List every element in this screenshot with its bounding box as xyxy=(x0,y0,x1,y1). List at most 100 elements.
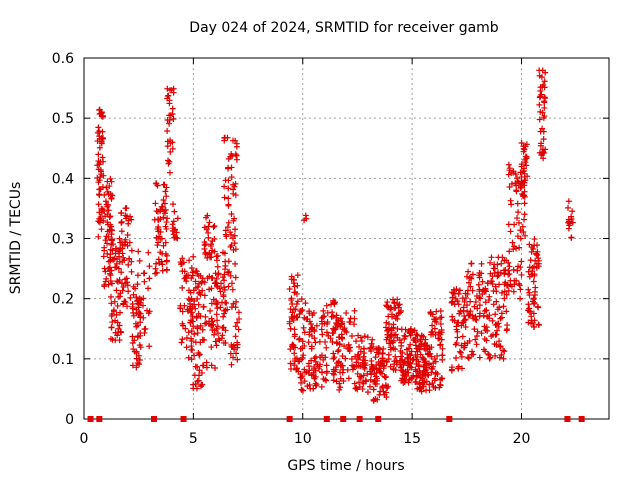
data-point xyxy=(217,288,224,295)
data-point xyxy=(506,263,513,270)
data-point xyxy=(295,368,302,375)
data-point xyxy=(303,368,310,375)
data-point xyxy=(129,333,136,340)
data-point xyxy=(341,325,348,332)
data-point xyxy=(105,221,112,228)
data-point xyxy=(170,116,177,123)
data-point xyxy=(186,306,193,313)
data-point xyxy=(435,335,442,342)
data-point xyxy=(312,339,319,346)
data-point xyxy=(475,281,482,288)
data-point xyxy=(509,239,516,246)
data-point xyxy=(331,299,338,306)
data-point xyxy=(476,288,483,295)
data-point xyxy=(208,344,215,351)
data-point xyxy=(234,319,241,326)
data-point xyxy=(315,365,322,372)
data-point xyxy=(569,208,576,215)
data-point xyxy=(309,312,316,319)
data-point xyxy=(108,324,115,331)
data-point xyxy=(526,241,533,248)
data-point xyxy=(225,219,232,226)
data-point xyxy=(179,255,186,262)
data-point xyxy=(120,254,127,261)
data-point xyxy=(510,246,517,253)
data-point xyxy=(118,218,125,225)
data-point xyxy=(125,261,132,268)
data-point xyxy=(130,312,137,319)
data-point xyxy=(507,228,514,235)
data-point xyxy=(222,307,229,314)
data-point xyxy=(294,298,301,305)
data-point xyxy=(526,305,533,312)
data-point xyxy=(113,287,120,294)
data-point xyxy=(323,329,330,336)
data-point xyxy=(236,315,243,322)
x-axis-label: GPS time / hours xyxy=(287,458,404,474)
data-point xyxy=(228,361,235,368)
data-point xyxy=(107,213,114,220)
data-point xyxy=(154,242,161,249)
data-point xyxy=(432,358,439,365)
data-point xyxy=(372,380,379,387)
data-point xyxy=(414,332,421,339)
data-point xyxy=(456,348,463,355)
data-point xyxy=(439,352,446,359)
data-point xyxy=(118,210,125,217)
data-point xyxy=(356,373,363,380)
data-point xyxy=(112,317,119,324)
data-point xyxy=(164,95,171,102)
data-point xyxy=(395,304,402,311)
data-point xyxy=(170,225,177,232)
data-point xyxy=(494,306,501,313)
data-point xyxy=(160,242,167,249)
data-point xyxy=(135,310,142,317)
data-point xyxy=(501,288,508,295)
data-point xyxy=(235,309,242,316)
data-point xyxy=(231,226,238,233)
data-point xyxy=(460,307,467,314)
data-point xyxy=(535,255,542,262)
data-point xyxy=(127,213,134,220)
data-point xyxy=(96,144,103,151)
data-point xyxy=(525,319,532,326)
data-point xyxy=(536,94,543,101)
y-tick-label: 0 xyxy=(65,412,74,428)
data-point xyxy=(527,257,534,264)
data-point xyxy=(503,282,510,289)
data-point xyxy=(364,334,371,341)
data-point xyxy=(473,341,480,348)
data-point xyxy=(379,383,386,390)
data-point xyxy=(171,208,178,215)
data-point xyxy=(459,333,466,340)
data-point xyxy=(197,383,204,390)
data-point xyxy=(232,260,239,267)
data-point xyxy=(207,254,214,261)
data-point xyxy=(465,279,472,286)
data-point xyxy=(221,271,228,278)
data-point xyxy=(517,169,524,176)
data-point xyxy=(414,368,421,375)
data-point xyxy=(214,330,221,337)
axis-ticks: 0 0.1 0.2 0.3 0.4 0.5 0.6 0 5 10 15 20 xyxy=(52,51,609,447)
data-point xyxy=(301,329,308,336)
data-point xyxy=(232,137,239,144)
data-point xyxy=(187,289,194,296)
data-point xyxy=(520,168,527,175)
data-point xyxy=(371,370,378,377)
data-point xyxy=(136,342,143,349)
data-point xyxy=(465,355,472,362)
data-point xyxy=(219,332,226,339)
data-point xyxy=(488,278,495,285)
data-point xyxy=(146,275,153,282)
y-tick-label: 0.6 xyxy=(52,51,74,67)
data-point xyxy=(316,338,323,345)
data-point xyxy=(492,352,499,359)
data-point xyxy=(211,248,218,255)
data-point xyxy=(518,163,525,170)
data-point xyxy=(228,242,235,249)
data-point xyxy=(302,300,309,307)
data-point xyxy=(200,303,207,310)
data-point xyxy=(484,327,491,334)
